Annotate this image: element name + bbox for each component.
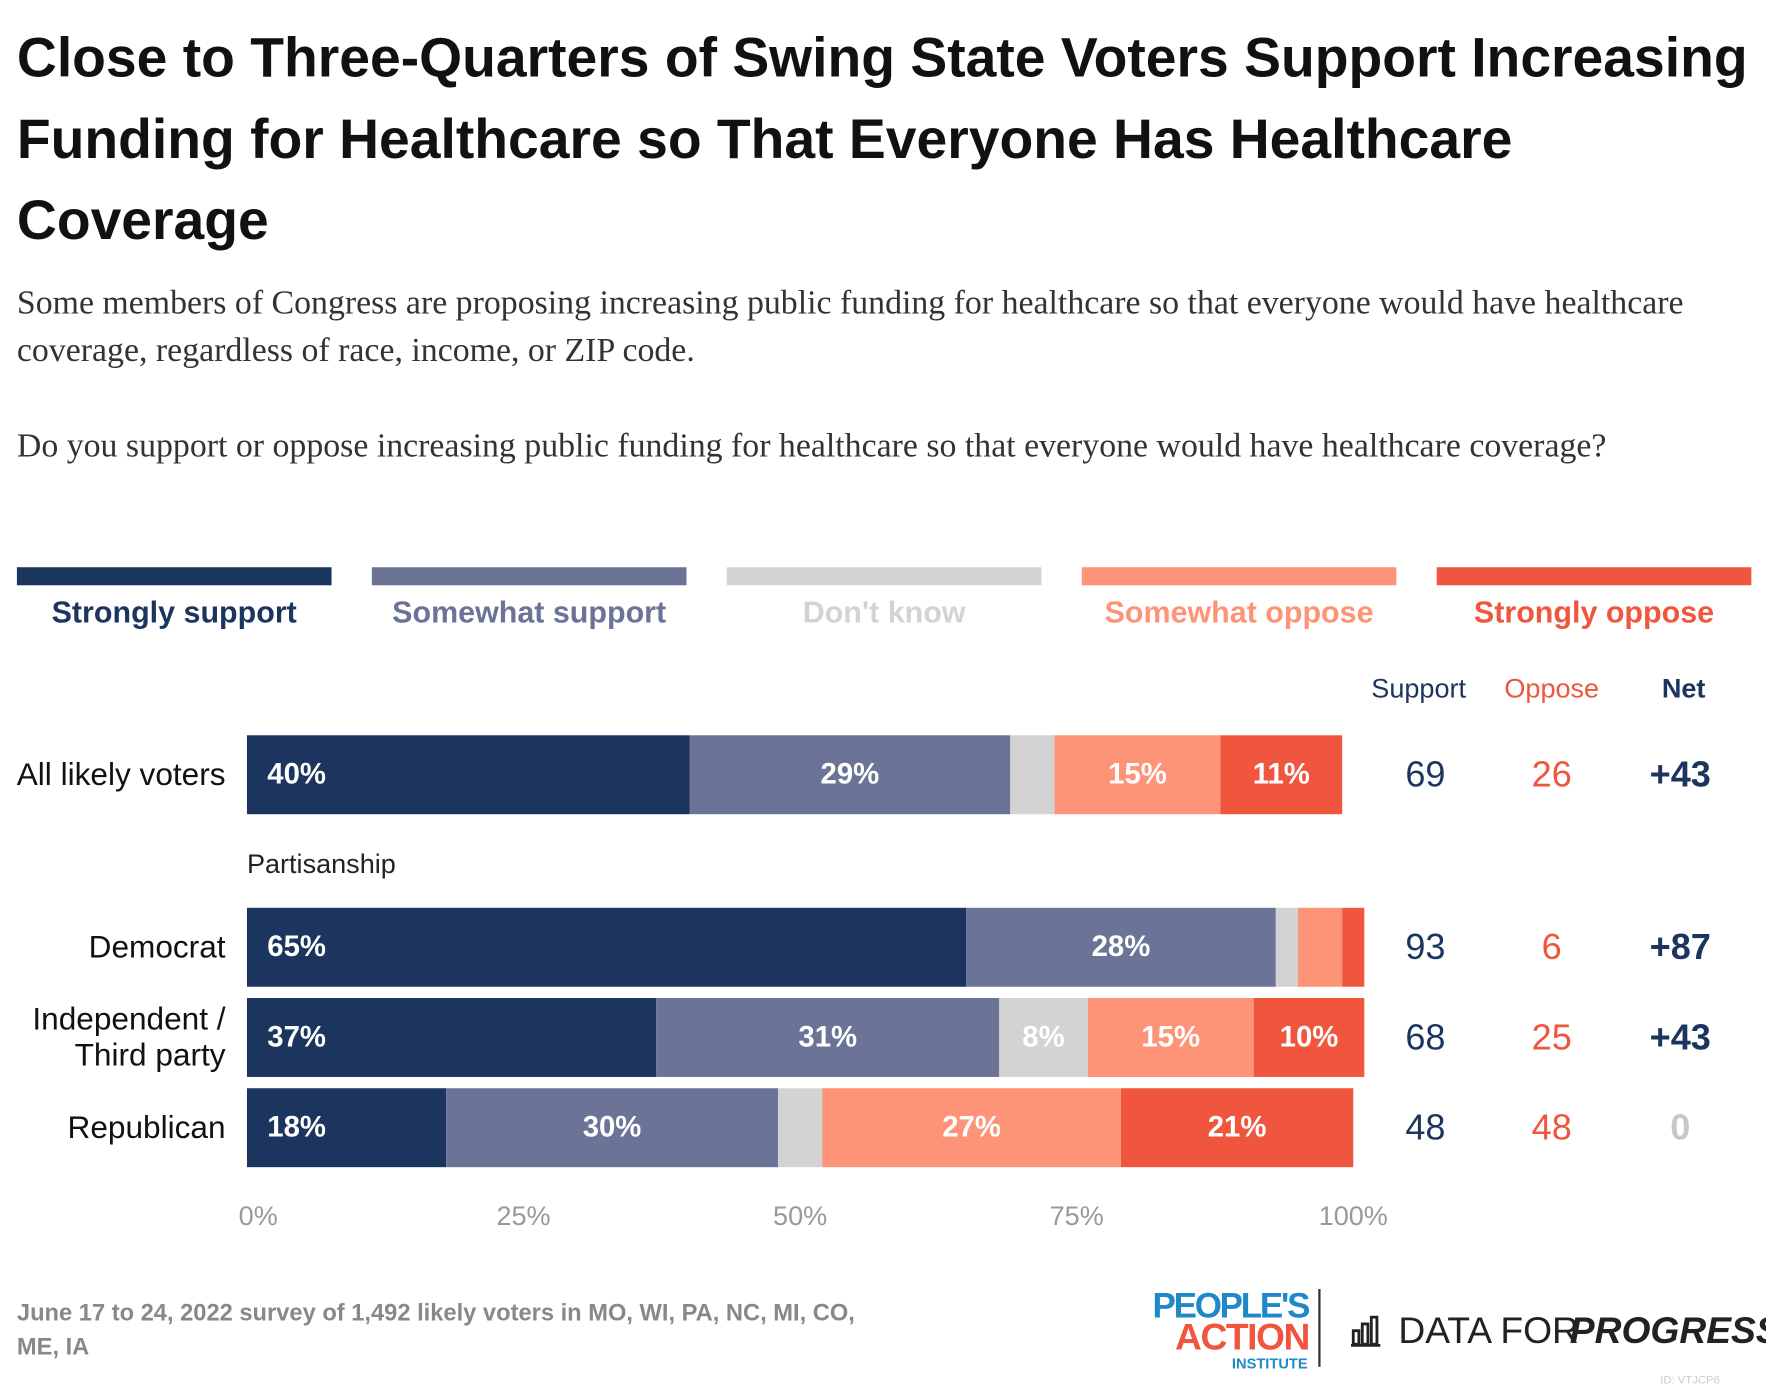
summary-value: 48 xyxy=(1532,1106,1572,1147)
summary-value: +43 xyxy=(1650,1016,1711,1057)
value-label: 18% xyxy=(267,1111,326,1144)
logo-text: INSTITUTE xyxy=(1232,1356,1308,1372)
summary-value: 93 xyxy=(1405,926,1445,967)
summary-value: 68 xyxy=(1405,1016,1445,1057)
x-tick-label: 0% xyxy=(239,1201,278,1231)
logo-text: PROGRESS xyxy=(1570,1309,1766,1351)
summary-value: 25 xyxy=(1532,1016,1572,1057)
bar-segment xyxy=(1253,998,1365,1077)
value-label: 40% xyxy=(267,758,326,791)
summary-value: 48 xyxy=(1405,1106,1445,1147)
legend-swatch xyxy=(726,567,1042,586)
logo-dfp-icon xyxy=(1350,1315,1381,1347)
bar-segment xyxy=(689,735,1011,815)
bar-segment xyxy=(1297,907,1343,987)
title: Close to Three-Quarters of Swing State V… xyxy=(16,28,1748,252)
group-label: Partisanship xyxy=(247,849,396,879)
x-tick-label: 75% xyxy=(1050,1201,1104,1231)
bar-segment xyxy=(966,907,1276,987)
value-label: 15% xyxy=(1141,1020,1200,1053)
bar-segment xyxy=(446,1088,778,1168)
bar-segment xyxy=(1275,907,1298,987)
value-label: 37% xyxy=(267,1020,326,1053)
summary-value: 26 xyxy=(1532,754,1572,795)
logo-text: PEOPLE'S xyxy=(1153,1286,1311,1325)
legend-label: Don't know xyxy=(803,596,966,630)
legend-label: Strongly support xyxy=(52,596,297,630)
value-label: 29% xyxy=(821,758,880,791)
bar-segment xyxy=(822,1088,1121,1168)
value-label: 11% xyxy=(1253,758,1310,791)
summary-header: Net xyxy=(1662,673,1706,703)
category-label: Democrat xyxy=(88,929,226,965)
legend-label: Somewhat oppose xyxy=(1105,596,1374,630)
x-tick-label: 100% xyxy=(1319,1201,1388,1231)
value-label: 28% xyxy=(1092,930,1151,963)
summary-header: Support xyxy=(1371,673,1466,703)
bar-segment xyxy=(1342,907,1365,987)
legend-swatch xyxy=(371,567,687,586)
category-label: All likely voters xyxy=(16,756,226,792)
summary-value: 0 xyxy=(1670,1106,1690,1147)
x-tick-label: 25% xyxy=(496,1201,550,1231)
bar-segment xyxy=(246,735,690,815)
summary-value: 69 xyxy=(1405,754,1445,795)
summary-value: +87 xyxy=(1650,926,1711,967)
bar-segment xyxy=(1120,1088,1354,1168)
value-label: 10% xyxy=(1280,1020,1339,1053)
note: June 17 to 24, 2022 survey of 1,492 like… xyxy=(16,1300,855,1361)
value-label: 31% xyxy=(798,1020,857,1053)
bar-segment xyxy=(246,907,967,987)
bar-segment xyxy=(1010,735,1055,815)
category-label: Republican xyxy=(67,1109,226,1145)
legend-label: Somewhat support xyxy=(392,596,666,630)
bar-segment xyxy=(1054,735,1221,815)
question: Do you support or oppose increasing publ… xyxy=(16,427,1607,465)
value-label: 8% xyxy=(1022,1020,1064,1053)
logo-text: ACTION xyxy=(1175,1316,1310,1358)
logo-text: DATA FOR xyxy=(1398,1309,1579,1351)
summary-value: 6 xyxy=(1542,926,1562,967)
value-label: 27% xyxy=(942,1111,1001,1144)
bar-segment xyxy=(777,1088,823,1168)
bar-segment xyxy=(246,998,657,1077)
category-label: Independent / Third party xyxy=(32,1001,226,1073)
bar-segment xyxy=(246,1088,447,1168)
x-tick-label: 50% xyxy=(773,1201,827,1231)
bar-segment xyxy=(1220,735,1343,815)
legend-label: Strongly oppose xyxy=(1474,596,1714,630)
subtitle: Some members of Congress are proposing i… xyxy=(16,284,1684,369)
bar-segment xyxy=(656,998,1000,1077)
value-label: 65% xyxy=(267,930,326,963)
chart-id: ID: VTJCP6 xyxy=(1660,1374,1719,1386)
bar-segment xyxy=(1087,998,1254,1077)
summary-value: +43 xyxy=(1650,754,1711,795)
legend-swatch xyxy=(1081,567,1397,586)
legend-swatch xyxy=(16,567,332,586)
bar-segment xyxy=(999,998,1088,1077)
value-label: 21% xyxy=(1208,1111,1267,1144)
summary-header: Oppose xyxy=(1504,673,1599,703)
value-label: 15% xyxy=(1108,758,1167,791)
legend-swatch xyxy=(1436,567,1752,586)
value-label: 30% xyxy=(583,1111,642,1144)
